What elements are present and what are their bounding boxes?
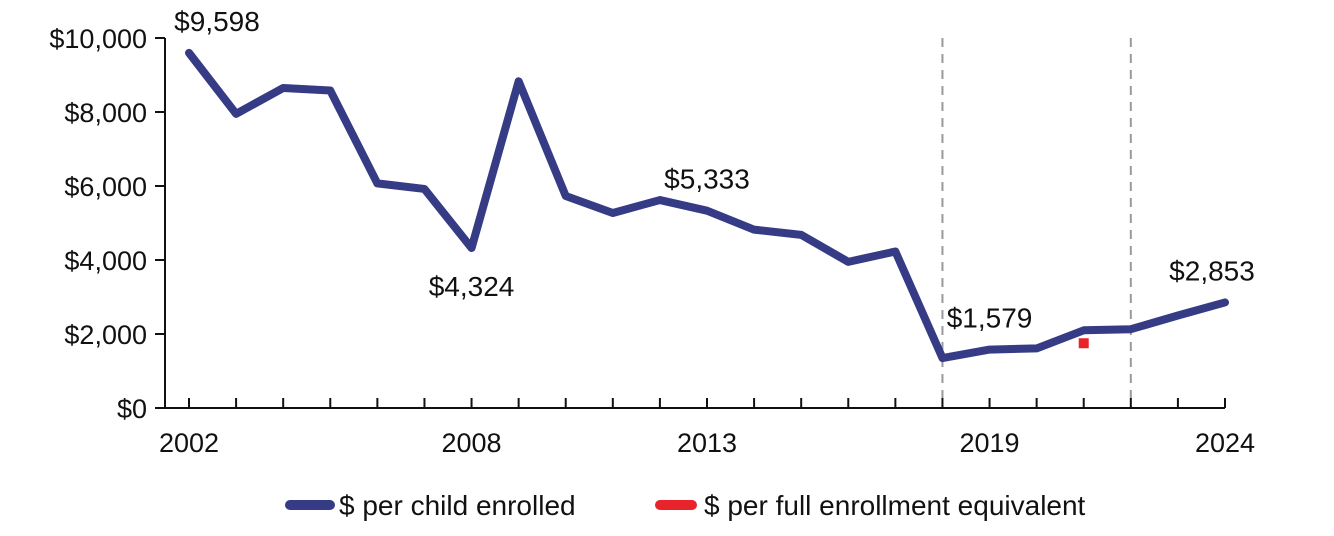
data-label-2008: $4,324 xyxy=(429,271,515,302)
axes: $0 $2,000 $4,000 $6,000 $8,000 $10,000 2002 200… xyxy=(49,24,1255,458)
data-point-per-fee-2021 xyxy=(1078,338,1089,349)
data-label-2013: $5,333 xyxy=(664,164,750,195)
legend-label-per-child: $ per child enrolled xyxy=(339,490,576,521)
data-label-2002: $9,598 xyxy=(174,6,260,37)
x-tick-label-2019: 2019 xyxy=(960,428,1020,458)
series-line-per-child xyxy=(185,48,1229,363)
x-tick-label-2013: 2013 xyxy=(677,428,737,458)
data-label-2024: $2,853 xyxy=(1169,255,1255,286)
y-tick-label-0: $0 xyxy=(117,394,147,424)
x-tick-label-2024: 2024 xyxy=(1195,428,1255,458)
x-tick-label-2008: 2008 xyxy=(442,428,502,458)
legend: $ per child enrolled $ per full enrollme… xyxy=(285,490,1086,521)
legend-label-per-fee: $ per full enrollment equivalent xyxy=(704,490,1086,521)
series-group xyxy=(185,48,1229,363)
y-tick-label-6000: $6,000 xyxy=(64,172,147,202)
data-labels: $9,598 $4,324 $5,333 $1,579 $2,853 xyxy=(174,6,1255,334)
y-tick-label-2000: $2,000 xyxy=(64,320,147,350)
divider-lines xyxy=(941,38,1132,408)
y-tick-label-10000: $10,000 xyxy=(49,24,147,54)
data-label-2019: $1,579 xyxy=(947,303,1033,334)
x-tick-label-2002: 2002 xyxy=(159,428,219,458)
y-tick-label-8000: $8,000 xyxy=(64,98,147,128)
y-tick-label-4000: $4,000 xyxy=(64,246,147,276)
